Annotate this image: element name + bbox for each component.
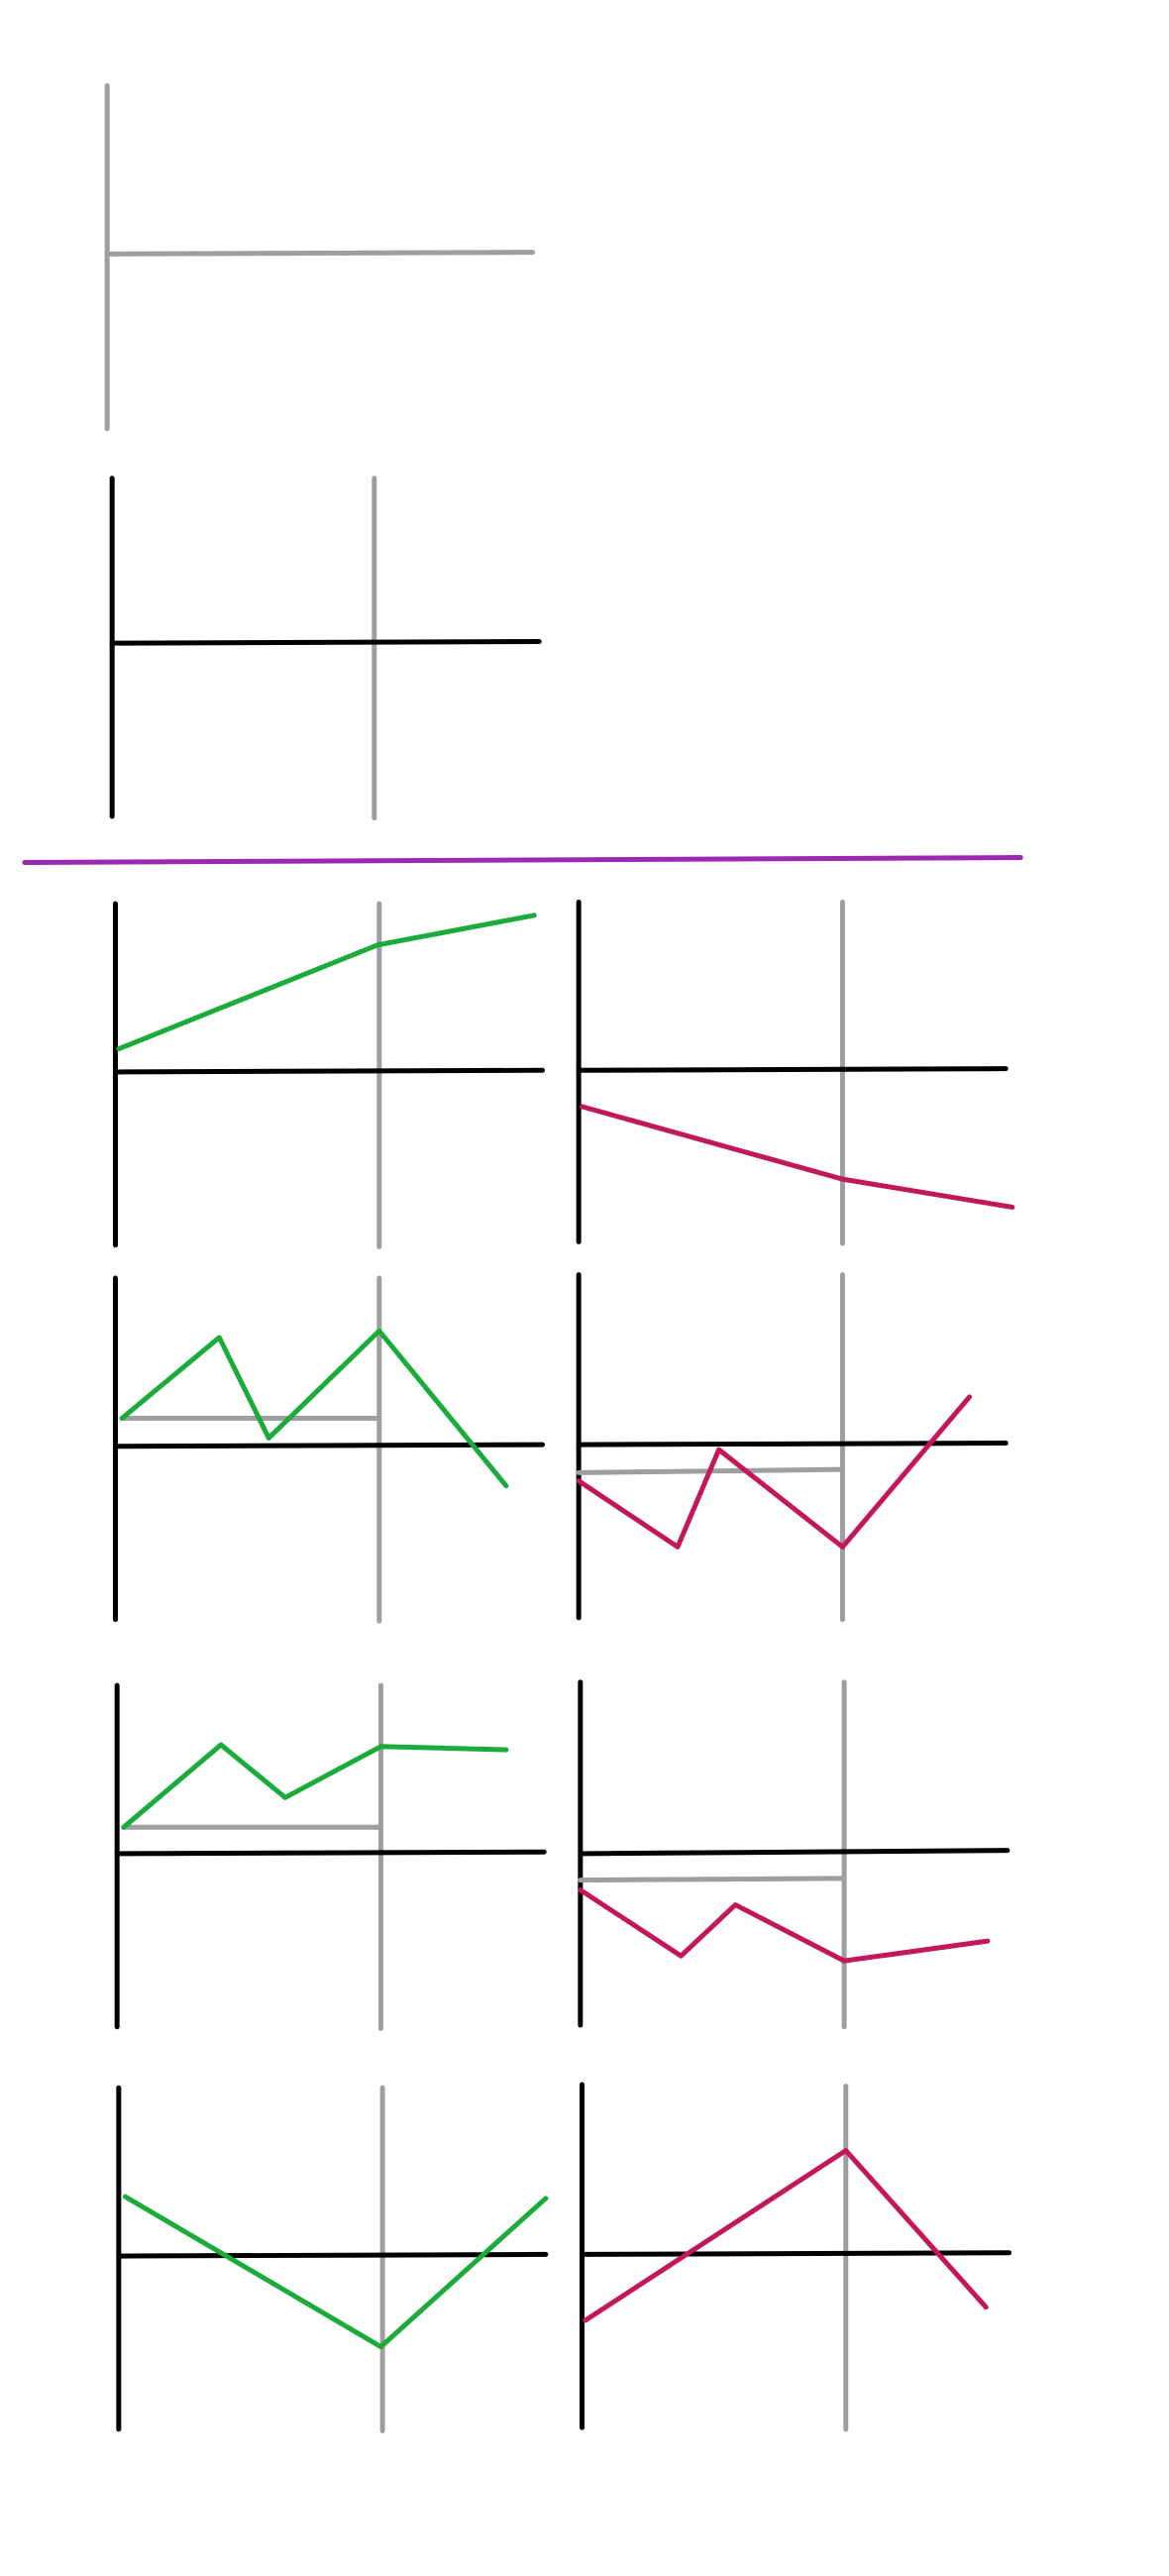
axis-line (104, 250, 536, 257)
axis-line (116, 2251, 549, 2259)
curve (116, 912, 537, 1052)
curve (578, 1887, 991, 1964)
curve (122, 2194, 549, 2350)
divider (22, 855, 1023, 866)
curve (121, 1742, 509, 1830)
panel-valley (116, 2085, 549, 2434)
panel-peak (580, 2082, 1012, 2432)
axis-line (580, 2250, 1012, 2257)
axis-line (578, 1848, 1010, 1857)
axis-line (576, 1066, 1009, 1073)
axis-line (113, 1442, 546, 1449)
panel-wave-up (114, 1682, 547, 2031)
axis-line (114, 1849, 547, 1857)
panel-wave-down (578, 1679, 1010, 2030)
reference-line (578, 1876, 847, 1883)
panel-rising (113, 901, 546, 1249)
panel-axes-gray (104, 83, 536, 432)
axis-line (109, 639, 542, 646)
panel-zigzag-down (576, 1272, 1009, 1623)
curve (580, 1104, 1015, 1210)
axis-line (113, 1067, 546, 1075)
panel-zigzag-up (113, 1275, 546, 1624)
panel-falling (576, 900, 1015, 1246)
panel-axes-black (109, 476, 542, 821)
curve (119, 1328, 509, 1489)
curve (576, 1394, 973, 1550)
curve (583, 2148, 989, 2323)
axis-line (576, 1440, 1009, 1448)
